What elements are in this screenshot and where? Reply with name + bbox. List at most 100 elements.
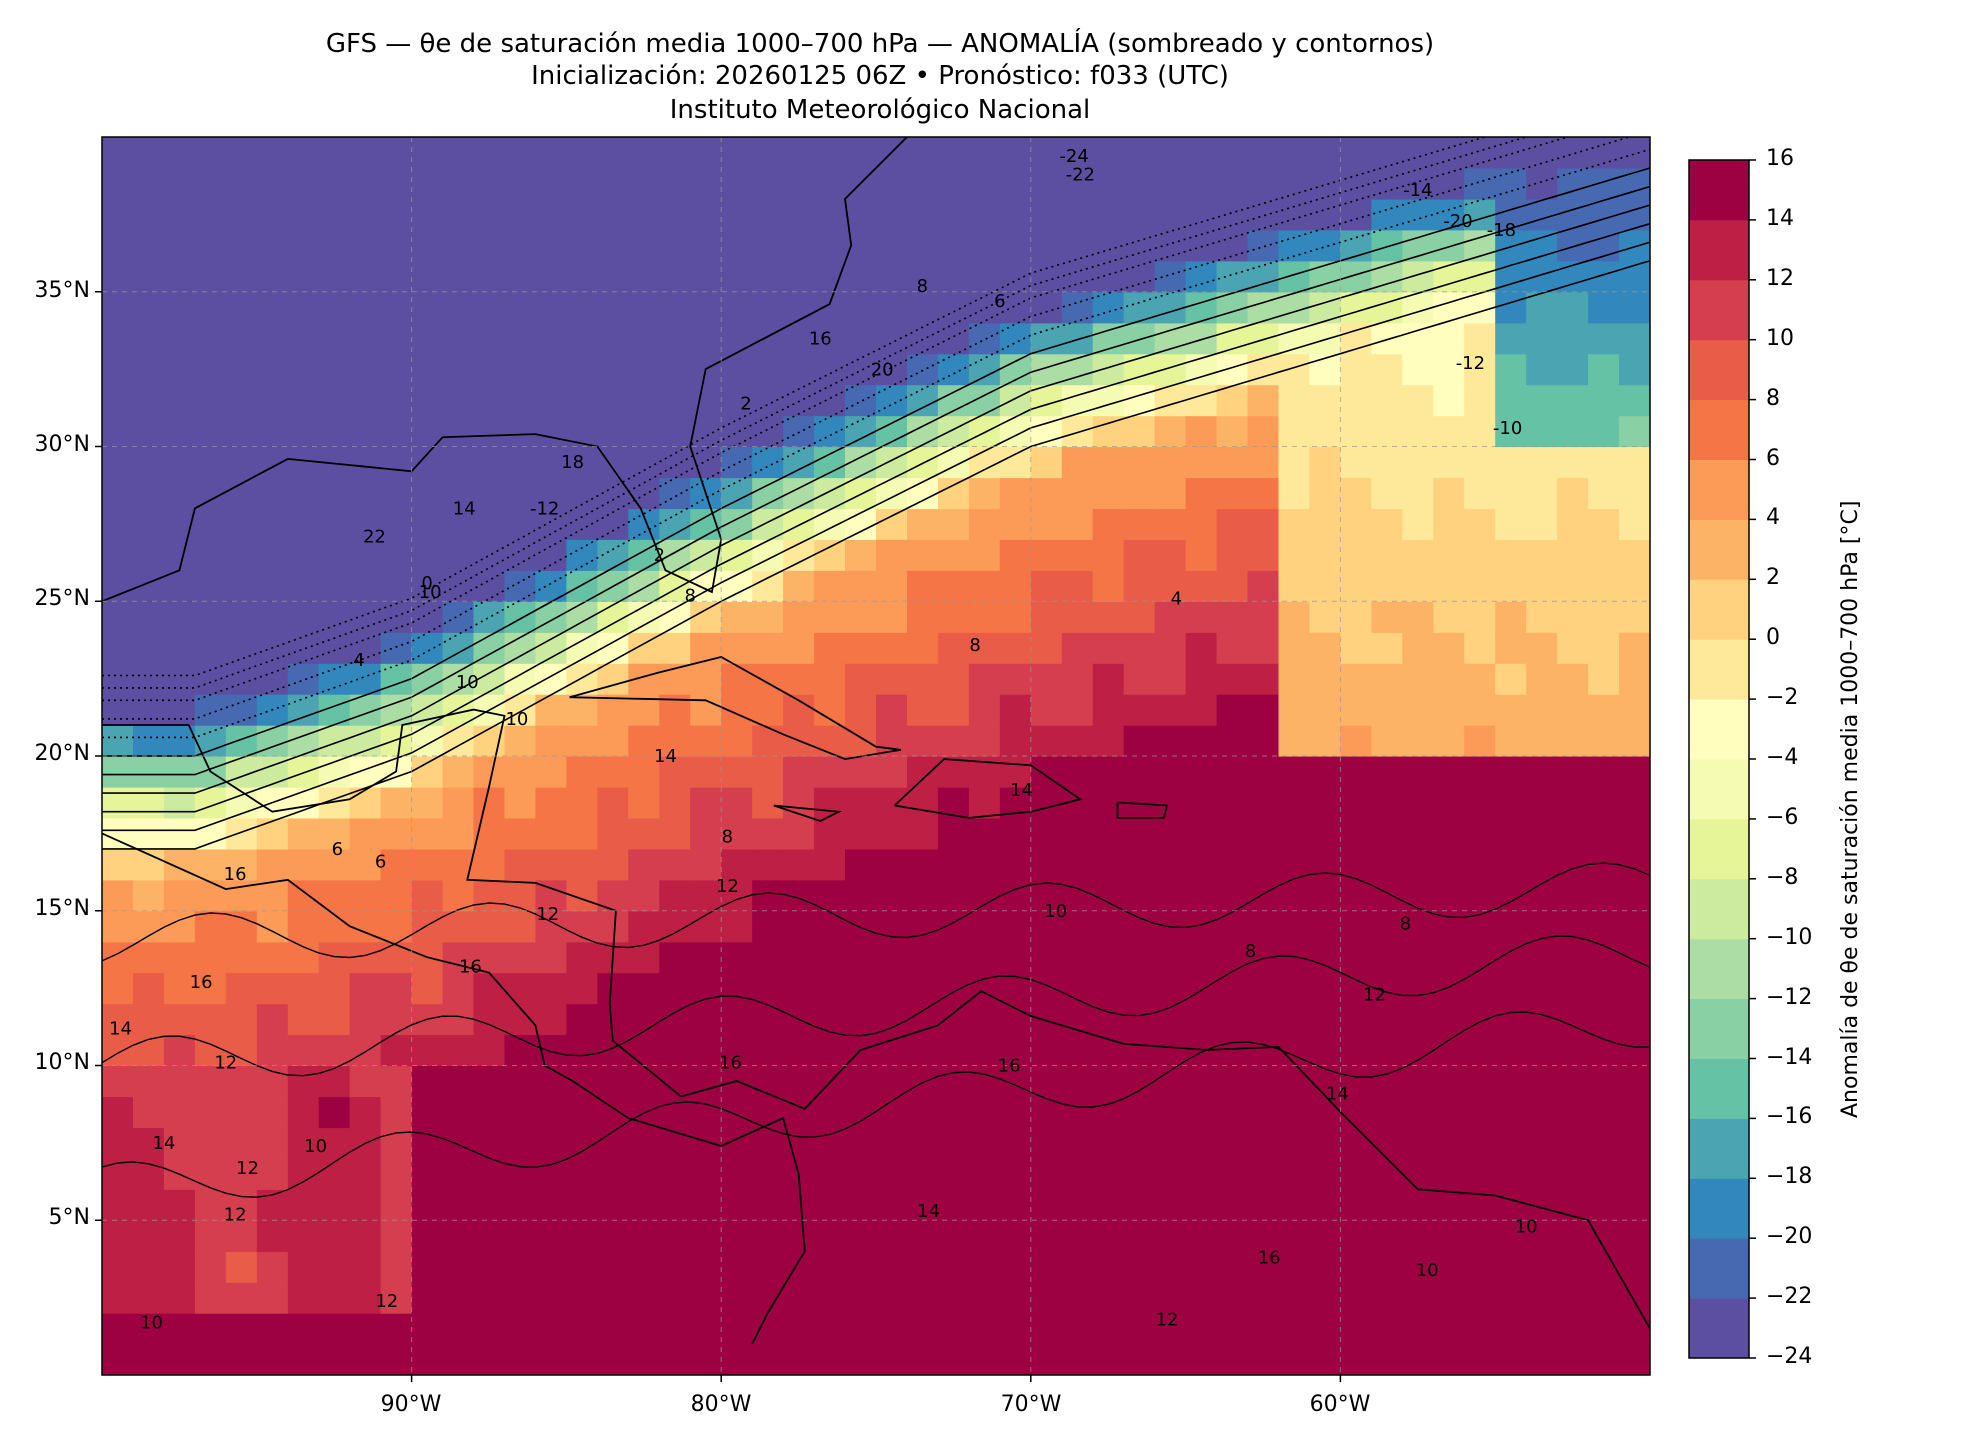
shading-cell <box>380 1158 413 1190</box>
shading-cell <box>876 168 908 200</box>
shading-cell <box>968 1158 1001 1190</box>
shading-cell <box>1278 1313 1311 1345</box>
colorbar-tick-label: 16 <box>1766 146 1794 171</box>
shading-cell <box>1433 663 1465 695</box>
shading-cell <box>1340 632 1372 664</box>
shading-cell <box>194 725 227 757</box>
shading-cell <box>597 1344 629 1375</box>
shading-cell <box>752 1313 784 1345</box>
shading-cell <box>473 941 506 974</box>
shading-cell <box>349 508 382 540</box>
shading-cell <box>1061 725 1094 757</box>
shading-cell <box>535 1127 567 1159</box>
shading-cell <box>659 137 691 169</box>
shading-cell <box>256 137 289 169</box>
shading-cell <box>473 229 506 262</box>
shading-cell <box>1619 415 1650 448</box>
shading-cell <box>349 1313 382 1345</box>
shading-cell <box>442 384 475 417</box>
shading-cell <box>1185 1127 1218 1159</box>
shading-cell <box>1061 632 1094 664</box>
shading-cell <box>535 848 567 881</box>
shading-cell <box>287 663 320 695</box>
shading-cell <box>1061 1034 1094 1067</box>
shading-cell <box>1154 663 1187 695</box>
shading-cell <box>1433 941 1465 974</box>
shading-cell <box>1433 384 1465 417</box>
shading-cell <box>1340 415 1372 448</box>
shading-cell <box>102 725 134 757</box>
shading-cell <box>1185 570 1218 602</box>
shading-cell <box>876 1251 908 1283</box>
shading-cell <box>133 1313 165 1345</box>
shading-cell <box>1588 1344 1620 1375</box>
shading-cell <box>318 1065 351 1098</box>
shading-cell <box>1154 260 1187 293</box>
shading-cell <box>1433 137 1465 169</box>
shading-cell <box>1495 384 1527 417</box>
shading-cell <box>876 291 908 324</box>
shading-cell <box>287 1034 320 1067</box>
shading-cell <box>1495 1220 1527 1252</box>
shading-cell <box>318 1096 351 1129</box>
shading-cell <box>597 322 629 355</box>
shading-cell <box>783 229 815 262</box>
shading-cell <box>1495 353 1527 386</box>
shading-cell <box>1247 756 1280 788</box>
shading-cell <box>1185 446 1218 479</box>
shading-cell <box>1061 1096 1094 1129</box>
shading-cell <box>194 260 227 293</box>
shading-cell <box>1433 229 1465 262</box>
shading-cell <box>380 663 413 695</box>
shading-cell <box>473 1065 506 1098</box>
shading-cell <box>1557 446 1589 479</box>
shading-cell <box>1402 632 1434 664</box>
shading-cell <box>1216 1158 1249 1190</box>
shading-cell <box>845 694 877 726</box>
shading-cell <box>1340 353 1372 386</box>
shading-cell <box>349 725 382 757</box>
shading-cell <box>1619 879 1650 912</box>
shading-cell <box>380 725 413 757</box>
shading-cell <box>1495 322 1527 355</box>
shading-cell <box>1247 570 1280 602</box>
shading-cell <box>752 446 784 479</box>
shading-cell <box>194 1344 227 1375</box>
shading-cell <box>907 1189 939 1221</box>
shading-cell <box>814 941 846 974</box>
shading-cell <box>1185 508 1218 540</box>
shading-cell <box>845 384 877 417</box>
shading-cell <box>102 632 134 664</box>
shading-cell <box>1588 1282 1620 1314</box>
shading-cell <box>1371 477 1403 510</box>
shading-cell <box>1464 168 1496 200</box>
shading-cell <box>225 415 258 448</box>
shading-cell <box>411 1251 444 1283</box>
shading-cell <box>349 1220 382 1252</box>
contour-label: 16 <box>809 328 832 349</box>
shading-cell <box>194 477 227 510</box>
shading-cell <box>783 663 815 695</box>
shading-cell <box>1061 1344 1094 1375</box>
shading-cell <box>163 229 196 262</box>
shading-cell <box>133 539 165 571</box>
colorbar-swatch <box>1689 1298 1749 1359</box>
colorbar-tick-label: 2 <box>1766 565 1780 591</box>
shading-cell <box>1433 1251 1465 1283</box>
shading-cell <box>1464 601 1496 633</box>
shading-cell <box>1123 539 1156 571</box>
shading-cell <box>1557 1096 1589 1129</box>
shading-cell <box>690 260 722 293</box>
shading-cell <box>1433 787 1465 819</box>
shading-cell <box>907 446 939 479</box>
shading-cell <box>907 570 939 602</box>
shading-cell <box>690 817 722 850</box>
shading-cell <box>659 1282 691 1314</box>
shading-cell <box>907 1251 939 1283</box>
shading-cell <box>380 1313 413 1345</box>
shading-cell <box>628 260 660 293</box>
shading-cell <box>1123 848 1156 881</box>
shading-cell <box>1247 415 1280 448</box>
shading-cell <box>659 477 691 510</box>
shading-cell <box>1154 1127 1187 1159</box>
